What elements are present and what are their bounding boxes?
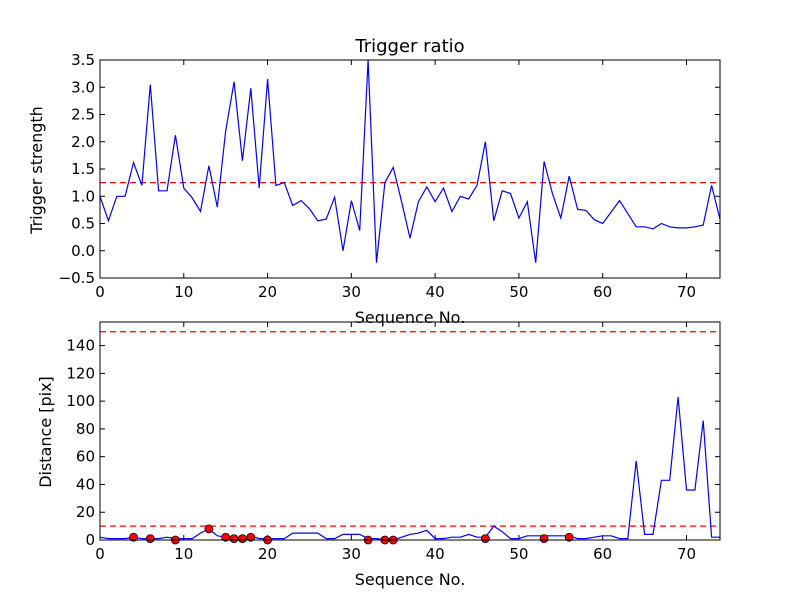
top-x-axis-label: Sequence No. [355, 308, 466, 327]
bottom-x-tick-label: 10 [174, 545, 193, 563]
top-y-tick-label: 3.0 [71, 78, 95, 96]
bottom-series-line [99, 396, 720, 541]
top-y-tick-label: 1.5 [71, 160, 95, 178]
top-x-tick-label: 20 [258, 283, 277, 301]
bottom-y-tick-label: 100 [66, 392, 95, 410]
top-x-tick-label: 50 [509, 283, 528, 301]
bottom-axes-frame [99, 321, 721, 541]
bottom-y-tick-label: 120 [66, 364, 95, 382]
bottom-y-tick-label: 140 [66, 337, 95, 355]
bottom-marker-point [539, 534, 549, 544]
bottom-y-tick-label: 0 [85, 531, 95, 549]
bottom-x-tick-label: 30 [342, 545, 361, 563]
bottom-plot-area: 0 10 20 30 40 50 60 70 0 20 40 60 80 100 120 140 [66, 321, 721, 563]
bottom-marker-point [564, 532, 574, 542]
top-y-tick-label: 2.0 [71, 133, 95, 151]
bottom-x-tick-label: 70 [677, 545, 696, 563]
bottom-marker-point [246, 532, 256, 542]
top-y-axis-label: Trigger strength [27, 106, 46, 235]
bottom-y-tick-label: 40 [76, 475, 95, 493]
bottom-y-tick-label: 20 [76, 503, 95, 521]
top-y-tick-label: 1.0 [71, 187, 95, 205]
bottom-marker-point [129, 532, 138, 542]
bottom-y-tick-label: 80 [76, 420, 95, 438]
top-x-tick-label: 70 [677, 283, 696, 301]
bottom-x-axis-label: Sequence No. [355, 570, 466, 589]
bottom-marker-point [145, 534, 155, 544]
bottom-x-tick-label: 40 [426, 545, 445, 563]
bottom-y-tick-label: 60 [76, 448, 95, 466]
top-series-line [99, 59, 721, 263]
top-x-tick-label: 40 [426, 283, 445, 301]
top-x-tick-label: 0 [95, 283, 105, 301]
bottom-marker-point [229, 534, 239, 544]
top-x-tick-label: 30 [342, 283, 361, 301]
top-y-tick-label: 2.5 [71, 106, 95, 124]
bottom-y-axis-label: Distance [pix] [36, 376, 55, 488]
top-chart-title: Trigger ratio [354, 36, 464, 57]
bottom-marker-point [238, 534, 247, 544]
bottom-x-tick-label: 0 [95, 545, 105, 563]
bottom-marker-point [204, 524, 214, 534]
top-x-tick-label: 10 [174, 283, 193, 301]
top-y-tick-label: 0.5 [71, 215, 95, 233]
top-y-tick-label: −0.5 [59, 269, 95, 287]
bottom-marker-point [221, 532, 231, 542]
top-plot-area: 0 10 20 30 40 50 60 70 −0.5 0.0 0.5 1.0 1.5 2.0 2.5 3.0… [59, 51, 721, 301]
top-y-tick-label: 3.5 [71, 51, 95, 69]
bottom-marker-point [481, 534, 490, 544]
bottom-x-tick-label: 20 [258, 545, 277, 563]
top-axes-frame [99, 59, 721, 279]
bottom-x-tick-label: 50 [509, 545, 528, 563]
bottom-x-tick-label: 60 [593, 545, 612, 563]
top-x-tick-label: 60 [593, 283, 612, 301]
top-y-tick-label: 0.0 [71, 242, 95, 260]
